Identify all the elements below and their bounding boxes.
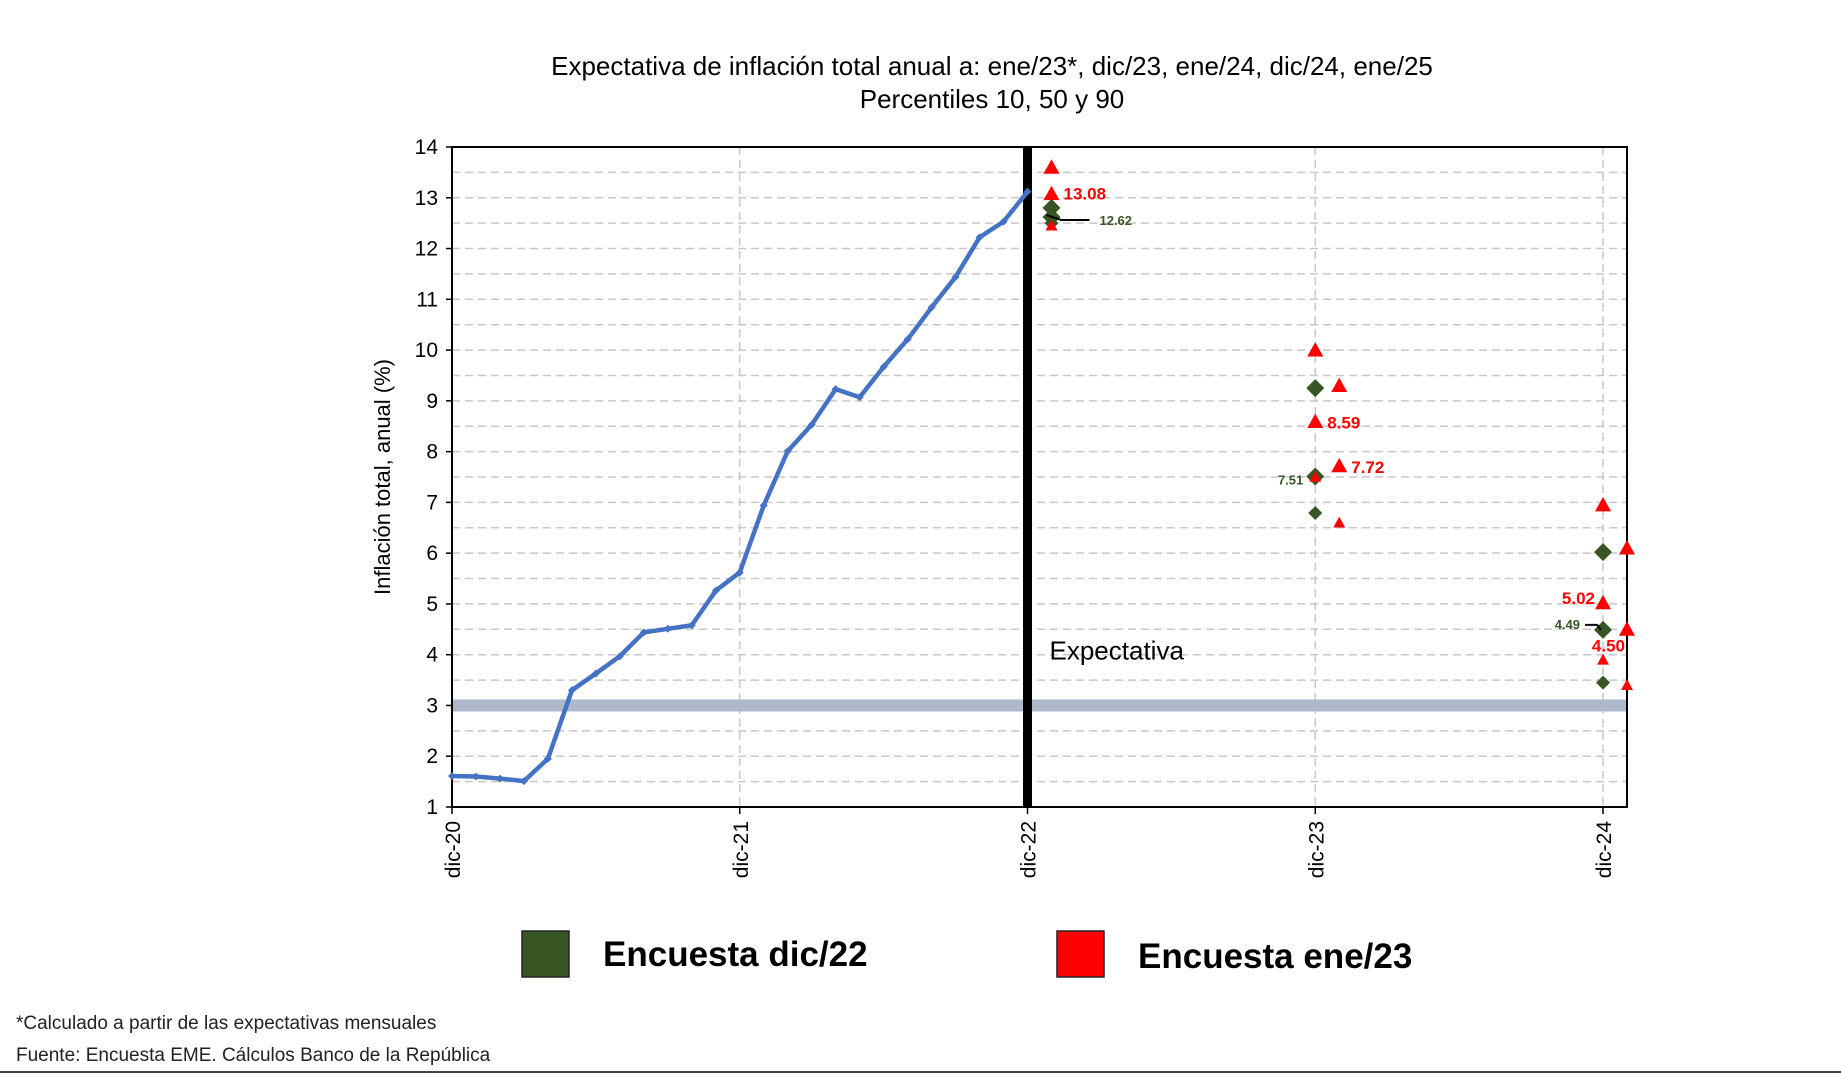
y-tick-label: 13	[415, 187, 438, 210]
survey-jan-p90-marker	[1307, 342, 1324, 357]
observed-point	[663, 624, 672, 633]
observed-point	[879, 362, 888, 371]
legend-swatch-jan23	[1056, 930, 1105, 978]
survey-dec-p90-marker	[1042, 198, 1061, 217]
data-label-jan-dic23: 8.59	[1327, 414, 1360, 433]
observed-point	[1023, 187, 1032, 196]
survey-dec-p10-marker	[1308, 506, 1323, 521]
data-label-dec-dic23: 7.51	[1278, 472, 1303, 487]
x-tick-label: dic-24	[1593, 821, 1616, 879]
bottom-rule	[0, 1071, 1841, 1073]
x-tick-label: dic-22	[1018, 821, 1041, 878]
survey-dec-p10-marker	[1596, 675, 1611, 690]
chart-title: Expectativa de inflación total anual a: …	[551, 51, 1433, 81]
observed-point	[807, 420, 816, 429]
survey-jan-p50-marker	[1307, 413, 1324, 429]
y-tick-label: 6	[426, 542, 438, 565]
observed-point	[831, 385, 840, 394]
data-label-dec-dic24: 4.49	[1555, 617, 1580, 632]
footnote-calc: *Calculado a partir de las expectativas …	[16, 1013, 437, 1034]
chart-subtitle: Percentiles 10, 50 y 90	[860, 84, 1125, 114]
data-label-jan-dic24: 5.02	[1562, 589, 1595, 608]
legend-label-jan23: Encuesta ene/23	[1138, 937, 1412, 976]
y-tick-label: 1	[426, 796, 438, 819]
observed-point	[471, 772, 480, 781]
label-leader-line	[1585, 623, 1602, 631]
survey-jan-p10-marker	[1333, 516, 1346, 528]
survey-jan-p50-marker	[1043, 185, 1060, 201]
y-axis-label: Inflación total, anual (%)	[370, 359, 395, 595]
survey-jan-p10-marker	[1045, 219, 1058, 231]
observed-point	[927, 303, 936, 312]
observed-point	[735, 568, 744, 577]
survey-dec-p90-marker	[1306, 379, 1325, 398]
observed-point	[783, 447, 792, 456]
y-tick-label: 2	[426, 745, 438, 768]
observed-point	[495, 774, 504, 783]
survey-jan-p90-marker	[1043, 159, 1060, 174]
survey-jan-p90-marker	[1331, 377, 1348, 393]
observed-point	[687, 621, 696, 630]
observed-point	[615, 652, 624, 661]
data-label-jan-ene23: 13.08	[1063, 185, 1106, 204]
survey-jan-p90-marker	[1595, 496, 1612, 512]
y-tick-label: 14	[415, 136, 439, 159]
legend-label-dec22: Encuesta dic/22	[603, 935, 868, 974]
observed-point	[711, 586, 720, 595]
survey-jan-p10-marker	[1597, 653, 1610, 665]
survey-jan-p90-marker	[1619, 540, 1635, 555]
survey-jan-p50-marker	[1619, 621, 1635, 636]
footnote-source: Fuente: Encuesta EME. Cálculos Banco de …	[16, 1045, 491, 1066]
survey-jan-p10-marker	[1621, 679, 1633, 690]
observed-point	[639, 628, 648, 637]
data-label-jan-ene25: 4.50	[1592, 636, 1625, 655]
observed-point	[975, 233, 984, 242]
plot-frame	[451, 146, 1628, 808]
observed-point	[999, 217, 1008, 226]
y-tick-label: 8	[426, 441, 438, 464]
x-tick-label: dic-23	[1305, 821, 1328, 878]
observed-point	[519, 777, 528, 786]
target-band	[452, 699, 1627, 712]
observed-point	[567, 686, 576, 695]
y-tick-label: 10	[415, 339, 438, 362]
y-tick-label: 3	[426, 694, 438, 717]
survey-dec-p90-marker	[1594, 543, 1613, 562]
y-tick-label: 4	[426, 644, 438, 667]
observed-point	[855, 393, 864, 402]
observed-point	[543, 754, 552, 763]
label-leader-line	[1046, 214, 1090, 222]
y-tick-label: 5	[426, 593, 438, 616]
y-tick-label: 12	[415, 238, 438, 261]
survey-jan-p50-marker	[1595, 594, 1612, 610]
observed-point	[448, 772, 456, 781]
observed-point	[951, 272, 960, 281]
x-tick-label: dic-21	[730, 821, 753, 878]
survey-jan-p50-marker	[1331, 457, 1348, 473]
legend-swatch-dec22	[521, 930, 570, 978]
observed-point	[759, 501, 768, 510]
y-tick-label: 7	[426, 491, 438, 514]
x-tick-label: dic-20	[442, 821, 465, 878]
observed-point	[591, 669, 600, 678]
survey-jan-p10-marker	[1309, 471, 1322, 482]
expectation-label: Expectativa	[1050, 636, 1185, 666]
data-label-dec-ene23: 12.62	[1099, 213, 1132, 228]
data-label-jan-ene24: 7.72	[1351, 458, 1384, 477]
observed-point	[903, 335, 912, 344]
y-tick-label: 11	[416, 288, 438, 311]
y-tick-label: 9	[426, 390, 438, 413]
